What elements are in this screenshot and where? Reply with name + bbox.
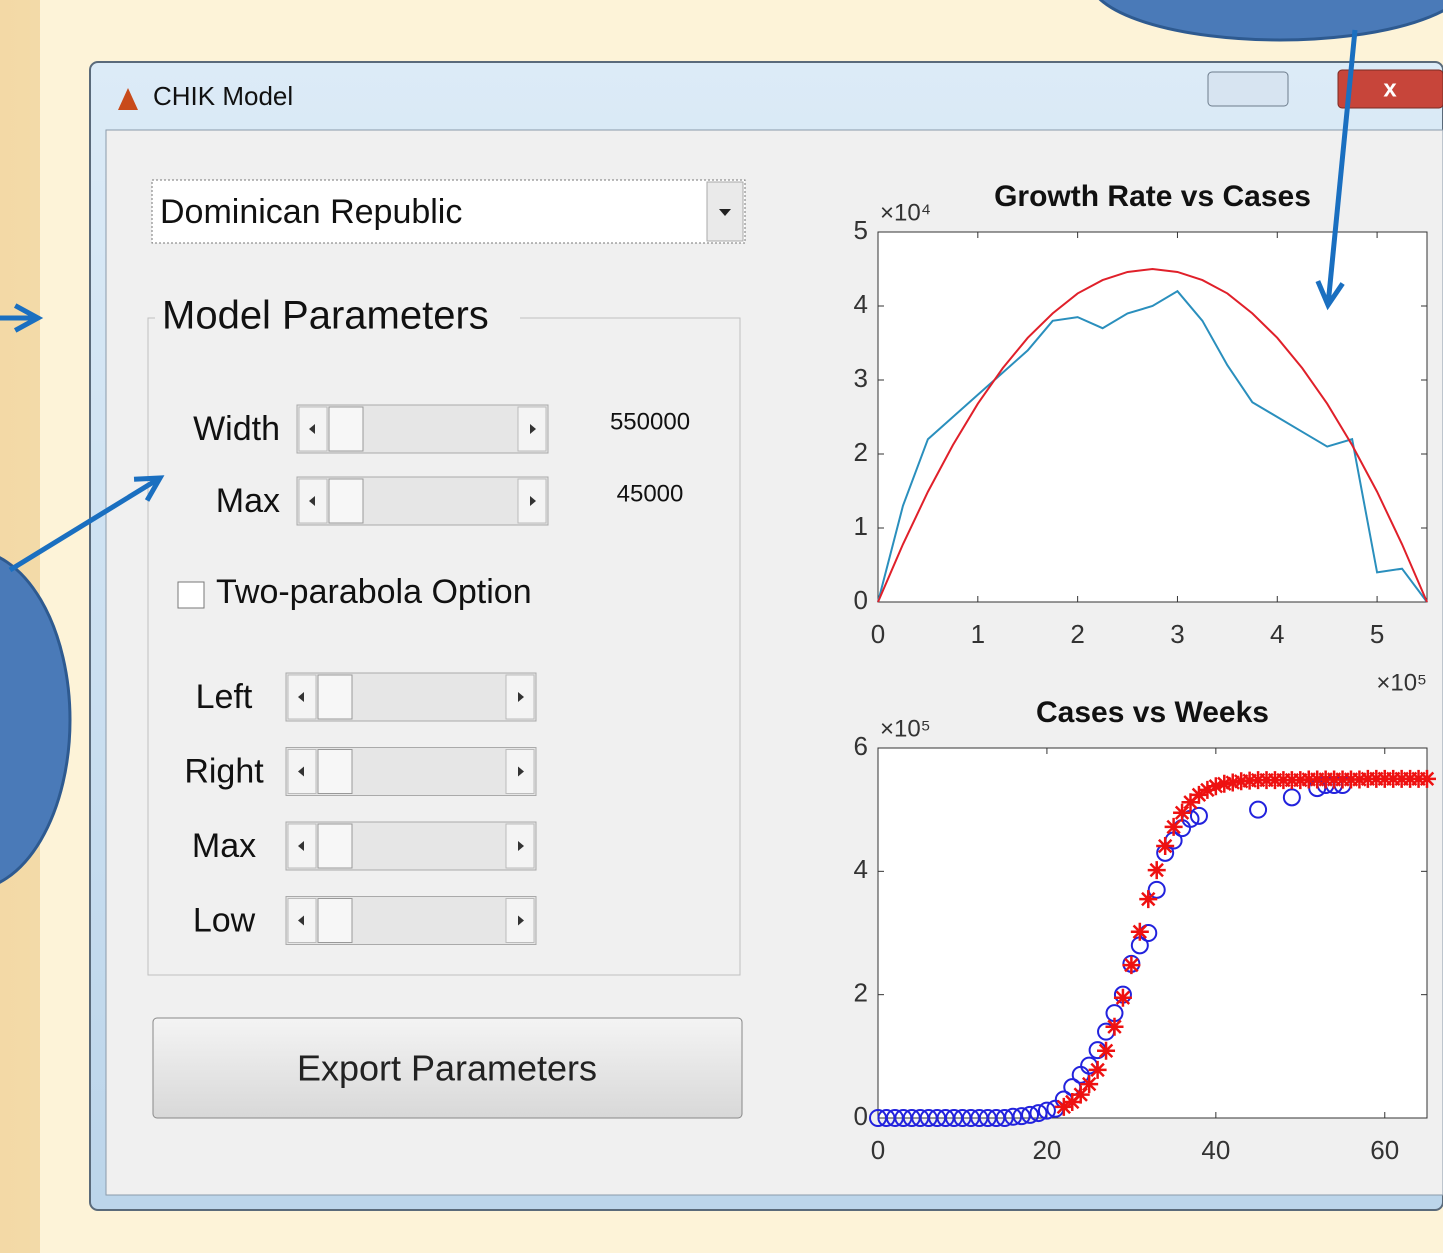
y-exponent: ×10⁵ [880,715,931,742]
dropdown-value: Dominican Republic [160,193,462,231]
groupbox-title: Model Parameters [162,294,489,338]
x-tick-label: 0 [871,1135,885,1165]
y-tick-label: 3 [854,363,868,393]
page: CHIK Model x Dominican Republic Model Pa… [0,0,1443,1253]
checkbox[interactable] [178,582,204,608]
x-exponent: ×10⁵ [1376,669,1427,696]
slider-thumb [318,675,352,719]
y-tick-label: 0 [854,585,868,615]
star-marker [1418,770,1436,788]
y-tick-label: 4 [854,854,868,884]
y-tick-label: 4 [854,289,868,319]
slider-thumb [318,750,352,794]
button-label: Export Parameters [297,1048,597,1089]
x-tick-label: 20 [1032,1135,1061,1165]
checkbox-label: Two-parabola Option [216,573,532,611]
y-exponent: ×10⁴ [880,199,931,226]
y-tick-label: 0 [854,1101,868,1131]
x-tick-label: 3 [1170,619,1184,649]
x-tick-label: 1 [971,619,985,649]
window-title: CHIK Model [153,81,293,111]
star-marker [1097,1042,1115,1060]
slider-value: 550000 [610,408,690,435]
slider-label: Right [184,752,264,790]
slider-label: Left [196,678,253,716]
y-tick-label: 1 [854,511,868,541]
x-tick-label: 60 [1370,1135,1399,1165]
star-marker [1105,1018,1123,1036]
slider-thumb [318,899,352,943]
x-tick-label: 40 [1201,1135,1230,1165]
slider-thumb [329,479,363,523]
y-tick-label: 5 [854,215,868,245]
chart-title: Growth Rate vs Cases [994,180,1311,213]
chart-title: Cases vs Weeks [1036,696,1269,729]
close-icon: x [1383,75,1397,102]
screen: CHIK Model x Dominican Republic Model Pa… [0,0,1443,1253]
slider-label: Width [193,410,280,448]
y-tick-label: 6 [854,731,868,761]
slider-value: 45000 [617,480,684,507]
x-tick-label: 0 [871,619,885,649]
plot-area [878,748,1427,1118]
plot-area [878,232,1427,602]
x-tick-label: 4 [1270,619,1284,649]
y-tick-label: 2 [854,978,868,1008]
slider-thumb [329,407,363,451]
slider-label: Max [216,482,280,520]
slider-thumb [318,824,352,868]
x-tick-label: 5 [1370,619,1384,649]
slider-label: Max [192,827,256,865]
x-tick-label: 2 [1070,619,1084,649]
slider-label: Low [193,901,256,939]
minimize-maximize[interactable] [1208,72,1288,106]
y-tick-label: 2 [854,437,868,467]
